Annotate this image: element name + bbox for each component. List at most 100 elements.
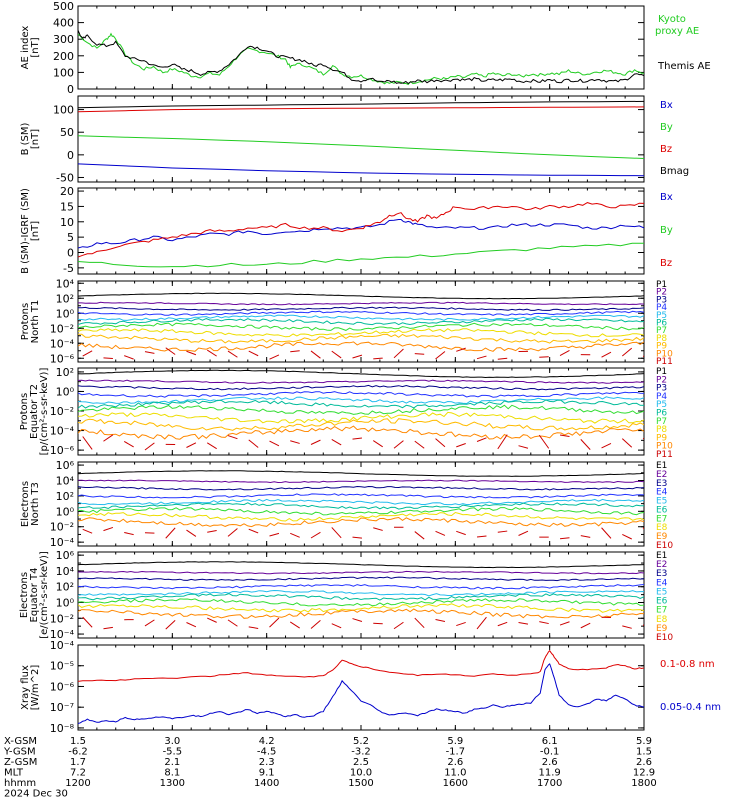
ephemeris-value: -1.7	[446, 747, 466, 758]
ephemeris-value: -5.5	[163, 747, 183, 758]
legend-entry: E2	[656, 560, 667, 570]
ephemeris-row-label: X-GSM	[4, 736, 37, 747]
ephemeris-value: 1200	[65, 778, 90, 789]
legend-entry: proxy AE	[655, 26, 699, 37]
y-axis-label: AE index	[20, 26, 31, 70]
series-e10	[165, 620, 176, 630]
data-layer	[78, 470, 644, 540]
series-e10	[622, 533, 632, 540]
ephemeris-value: 3.0	[164, 736, 180, 747]
legend-entry: P4	[656, 392, 667, 402]
legend-entry: P1	[656, 367, 667, 377]
legend-entry: E8	[656, 615, 668, 625]
y-tick-label: 300	[53, 33, 74, 46]
series-e2	[78, 570, 644, 575]
series-e10	[207, 529, 217, 533]
series-e10	[518, 621, 529, 625]
legend-entry: E1	[656, 461, 667, 471]
series-p11	[186, 442, 197, 448]
legend-entry: P3	[656, 384, 667, 394]
ephemeris-value: 1800	[631, 778, 656, 789]
legend-entry: E1	[656, 551, 667, 561]
series-e10	[165, 527, 176, 539]
series-e8	[78, 511, 644, 522]
legend-entry: P11	[656, 450, 673, 460]
legend-entry: P3	[656, 295, 667, 305]
series-e5	[78, 589, 644, 597]
ephemeris-value: 6.1	[542, 736, 558, 747]
series-e10	[559, 621, 570, 626]
y-axis-label: Electrons	[20, 481, 31, 527]
ephemeris-value: 8.1	[164, 768, 180, 779]
series-e10	[435, 619, 446, 623]
series-p11	[414, 440, 425, 449]
y-axis-label: Electrons	[19, 572, 30, 618]
series-e9	[78, 516, 644, 528]
ephemeris-value: -0.1	[540, 747, 560, 758]
series-e6	[78, 502, 644, 510]
legend-entry: P10	[656, 442, 673, 452]
ephemeris-value: 1400	[254, 778, 279, 789]
y-tick-label: 10⁻²	[50, 612, 74, 625]
ephemeris-value: -6.2	[68, 747, 88, 758]
panel-frame	[77, 5, 645, 90]
series-e7	[78, 598, 644, 607]
legend-entry: E8	[656, 523, 668, 533]
series-p11	[559, 350, 570, 357]
series-p11	[82, 350, 93, 357]
legend-entry: P10	[656, 349, 673, 359]
series-e10	[269, 532, 280, 537]
series-e10	[310, 620, 321, 629]
series-p11	[290, 440, 300, 444]
series-p11	[393, 348, 404, 359]
ephemeris-value: -4.5	[257, 747, 277, 758]
series-e10	[124, 531, 134, 536]
series-p11	[601, 442, 612, 449]
y-axis-label: [nT]	[30, 221, 41, 241]
series-p11	[372, 440, 383, 448]
legend-entry: E10	[656, 633, 673, 643]
ephemeris-value: 2.6	[447, 757, 463, 768]
legend-entry: P1	[656, 280, 667, 290]
y-tick-label: 10⁶	[56, 459, 75, 472]
legend: Bx By Bz Bmag	[660, 100, 689, 177]
ephemeris-value: 2.6	[636, 757, 652, 768]
y-tick-label: 15	[60, 200, 74, 213]
series-e10	[227, 528, 238, 537]
series-p11	[352, 437, 363, 440]
series-by	[78, 135, 644, 159]
series-e10	[622, 625, 632, 629]
y-tick-label: 10⁻⁴	[50, 639, 75, 652]
series-bz	[78, 202, 644, 258]
legend-entry: 0.1-0.8 nm	[660, 659, 715, 670]
series-kyoto-proxy-ae	[78, 32, 644, 86]
series-e10	[269, 617, 280, 628]
series-p3	[78, 384, 644, 391]
ephemeris-value: 11.0	[444, 768, 466, 779]
y-tick-label: 10²	[56, 490, 74, 503]
series-e10	[497, 530, 508, 533]
series-p11	[497, 434, 508, 450]
legend-entry: By	[660, 225, 673, 236]
series-themis-ae	[78, 30, 644, 85]
y-tick-label: 10⁻⁴	[50, 425, 75, 438]
series-p11	[518, 445, 529, 449]
panel-8: 10⁻⁴ 10⁻⁵ 10⁻⁶ 10⁻⁷ 10⁻⁸ Xray flux [W/m^2] 0.1-…	[20, 639, 721, 735]
legend: Bx By Bz	[660, 192, 673, 269]
series-e3	[78, 576, 644, 582]
series-e10	[248, 626, 259, 629]
data-layer	[78, 202, 644, 268]
ephemeris-value: 11.9	[539, 768, 561, 779]
series-p11	[497, 357, 508, 360]
legend-entry: P9	[656, 342, 667, 352]
series-p11	[476, 437, 487, 442]
series-p11	[414, 353, 425, 355]
y-tick-label: 10⁴	[56, 474, 75, 487]
series-bx	[78, 163, 644, 177]
series-p11	[601, 351, 612, 358]
series-p11	[186, 350, 197, 356]
y-tick-label: 10⁴	[56, 277, 75, 290]
y-axis-label: North T3	[30, 482, 41, 526]
series-e4	[78, 493, 644, 499]
